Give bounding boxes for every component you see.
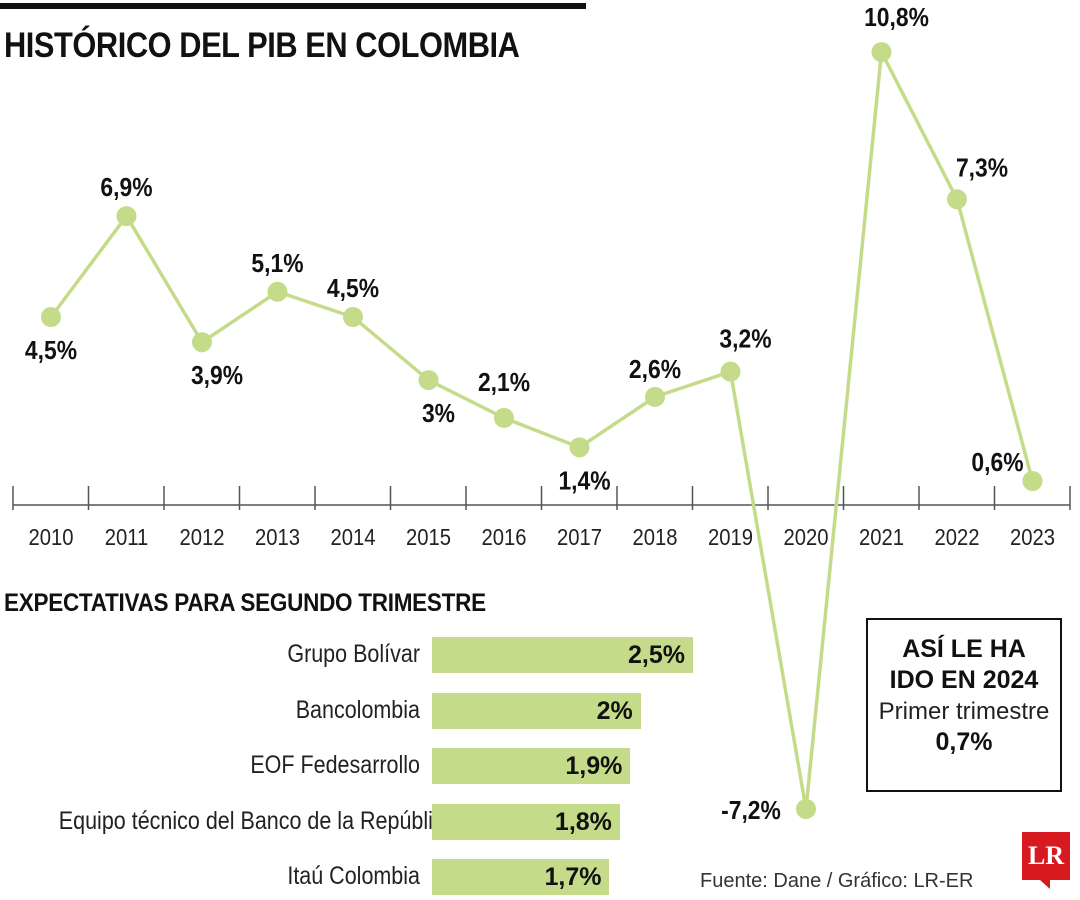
data-point-2014 [343, 307, 363, 328]
data-label-2011: 6,9% [100, 174, 152, 203]
bar-category-label: Grupo Bolívar [287, 640, 420, 668]
x-tick-label-2023: 2023 [1010, 524, 1055, 551]
data-label-2018: 2,6% [629, 356, 681, 385]
x-tick-label-2020: 2020 [783, 524, 828, 551]
x-tick-label-2019: 2019 [708, 524, 753, 551]
bar-category-label: Bancolombia [295, 695, 420, 724]
data-label-2022: 7,3% [956, 154, 1008, 183]
info-box-heading-line1: ASÍ LE HA [902, 635, 1026, 663]
data-point-2011 [116, 206, 137, 227]
x-tick-label-2018: 2018 [632, 524, 677, 551]
source-note: Fuente: Dane / Gráfico: LR-ER [700, 870, 974, 892]
bar: 2,5% [432, 637, 693, 673]
data-point-2010 [41, 307, 61, 328]
x-tick-label-2012: 2012 [179, 524, 224, 551]
data-point-2021 [871, 42, 892, 63]
data-point-2023 [1022, 471, 1043, 491]
data-label-2013: 5,1% [251, 249, 303, 278]
data-label-2017: 1,4% [558, 467, 610, 496]
data-label-2019: 3,2% [719, 325, 771, 354]
data-point-2015 [418, 370, 439, 391]
data-label-2014: 4,5% [327, 275, 379, 304]
x-tick-label-2016: 2016 [481, 524, 526, 551]
x-tick-label-2022: 2022 [934, 524, 979, 551]
bar-row: Equipo técnico del Banco de la República… [0, 803, 1080, 840]
data-point-2020 [796, 798, 816, 819]
bar-category-label: Itaú Colombia [287, 862, 420, 890]
data-point-2013 [267, 281, 288, 302]
bar-value-label: 1,8% [554, 807, 612, 836]
data-point-2016 [494, 407, 514, 428]
info-box-2024: ASÍ LE HA IDO EN 2024 Primer trimestre 0… [866, 618, 1062, 792]
chart-title: HISTÓRICO DEL PIB EN COLOMBIA [4, 26, 520, 65]
data-label-2015: 3% [422, 400, 455, 429]
x-tick-label-2011: 2011 [105, 524, 149, 551]
x-tick-label-2013: 2013 [255, 524, 300, 551]
info-box-value: 0,7% [935, 728, 993, 756]
bar-row: EOF Fedesarrollo 1,9% [0, 748, 1080, 784]
top-rule [0, 3, 586, 9]
data-point-2017 [569, 437, 590, 458]
info-box-subtitle: Primer trimestre [878, 698, 1050, 725]
lr-logo-tail [1040, 880, 1050, 889]
data-label-2016: 2,1% [478, 369, 530, 398]
series-line-gdp [49, 50, 1035, 811]
bar-row: Grupo Bolívar 2,5% [0, 637, 1080, 673]
bar-value-label: 2,5% [628, 641, 685, 669]
info-box-heading-line2: IDO EN 2024 [889, 666, 1039, 694]
bar: 1,8% [432, 803, 620, 840]
x-tick-label-2014: 2014 [330, 524, 375, 551]
bar-row: Itaú Colombia 1,7% [0, 859, 1080, 895]
bar-value-label: 1,9% [565, 752, 623, 780]
data-point-2018 [645, 386, 665, 407]
x-tick-label-2010: 2010 [28, 524, 73, 551]
bar: 2% [432, 692, 641, 729]
bar-category-label: Equipo técnico del Banco de la República [58, 806, 456, 835]
data-label-2023: 0,6% [971, 449, 1023, 478]
bar-category-label: EOF Fedesarrollo [250, 751, 420, 779]
bar-value-label: 1,7% [544, 863, 602, 891]
data-point-2019 [720, 361, 741, 382]
data-point-2022 [947, 189, 967, 210]
lr-logo: LR [1022, 832, 1070, 880]
data-point-2012 [192, 332, 212, 353]
data-label-2012: 3,9% [191, 362, 243, 391]
data-label-2021: 10,8% [864, 4, 929, 33]
bar: 1,9% [432, 748, 631, 784]
data-label-2010: 4,5% [25, 337, 77, 366]
bar-row: Bancolombia 2% [0, 692, 1080, 729]
bar-value-label: 2% [596, 696, 633, 725]
bar: 1,7% [432, 859, 610, 895]
x-tick-label-2017: 2017 [557, 524, 602, 551]
x-tick-label-2021: 2021 [859, 524, 904, 551]
data-label-2020: -7,2% [721, 797, 781, 826]
x-tick-label-2015: 2015 [406, 524, 451, 551]
expectations-title: EXPECTATIVAS PARA SEGUNDO TRIMESTRE [4, 589, 486, 617]
